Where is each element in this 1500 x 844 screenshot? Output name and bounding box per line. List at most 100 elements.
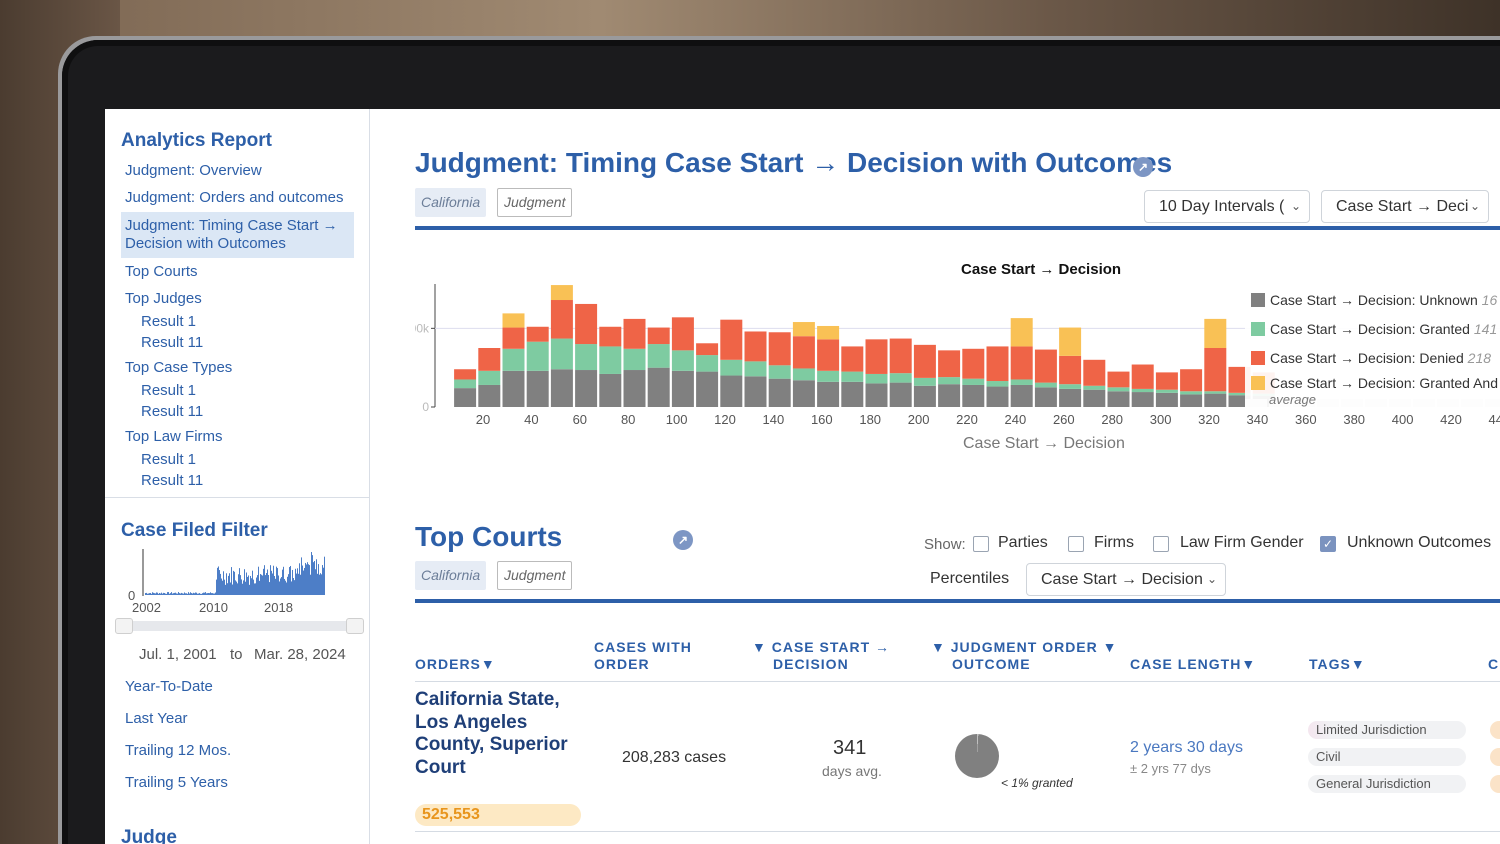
legend-item-unknown[interactable]: Case Start → Decision: Unknown 16	[1251, 292, 1497, 308]
sidebar-item-top-law-firms[interactable]: Top Law Firms	[125, 428, 223, 445]
checkbox-parties-label[interactable]: Parties	[998, 534, 1048, 551]
legend-item-denied[interactable]: Case Start → Decision: Denied 218	[1251, 350, 1491, 366]
histogram-bar	[148, 593, 149, 595]
checkbox-law-firm-gender[interactable]	[1153, 536, 1169, 552]
percentiles-label: Percentiles	[930, 570, 1010, 587]
preset-trailing-12[interactable]: Trailing 12 Mos.	[125, 742, 232, 759]
sort-down-icon: ▼	[480, 656, 496, 672]
legend-item-granted[interactable]: Case Start → Decision: Granted 141	[1251, 321, 1497, 337]
date-range-slider[interactable]	[117, 621, 362, 631]
sidebar-item-judges-result-11[interactable]: Result 11	[141, 334, 204, 351]
outcome-note: < 1% granted	[1001, 776, 1073, 790]
histogram-bar	[256, 577, 257, 595]
histogram-bar	[323, 567, 324, 595]
sidebar-item-case-types-result-11[interactable]: Result 11	[141, 403, 204, 420]
col-case-length[interactable]: CASE LENGTH▼	[1130, 656, 1256, 673]
checkbox-unknown-outcomes[interactable]: ✓	[1320, 536, 1336, 552]
date-from[interactable]: Jul. 1, 2001	[139, 646, 217, 663]
date-range-start-handle[interactable]	[115, 618, 133, 634]
histogram-bar	[160, 593, 161, 595]
sidebar-item-top-courts[interactable]: Top Courts	[125, 263, 198, 280]
interval-select[interactable]: 10 Day Intervals ( ⌄	[1144, 190, 1310, 223]
col-case-start-decision[interactable]: ▼ CASE START → DECISION	[752, 639, 890, 673]
checkbox-parties[interactable]	[973, 536, 989, 552]
sidebar-item-orders-outcomes[interactable]: Judgment: Orders and outcomes	[125, 189, 344, 206]
table-row-rule	[415, 831, 1500, 832]
histogram-bar	[145, 593, 146, 595]
histogram-bar	[220, 573, 221, 595]
external-link-icon[interactable]: ↗	[1133, 157, 1153, 177]
col-cases-with-order[interactable]: CASES WITH ORDER	[594, 639, 692, 673]
checkbox-firms[interactable]	[1068, 536, 1084, 552]
cases-with-order: 208,283 cases	[622, 749, 727, 766]
legend-swatch	[1251, 293, 1265, 307]
tag-limited-jurisdiction[interactable]: Limited Jurisdiction	[1308, 721, 1466, 739]
legend-swatch	[1251, 376, 1265, 390]
col-label-line: DECISION	[773, 656, 849, 672]
bar-segment	[962, 378, 985, 385]
bar-segment	[1010, 384, 1033, 407]
metric-select[interactable]: Case Start → Deci ⌄	[1321, 190, 1489, 223]
bar-segment	[575, 303, 598, 345]
sidebar-item-timing[interactable]: Judgment: Timing Case Start →	[125, 217, 338, 234]
sidebar-item-top-case-types[interactable]: Top Case Types	[125, 359, 233, 376]
x-tick-label: 180	[859, 412, 881, 427]
checkbox-unknown-outcomes-label[interactable]: Unknown Outcomes	[1347, 534, 1492, 551]
percentiles-select[interactable]: Case Start → Decision ⌄	[1026, 563, 1226, 596]
histogram-bar	[302, 565, 303, 595]
sidebar-item-timing-cont[interactable]: Decision with Outcomes	[125, 235, 286, 252]
sidebar-item-firms-result-11[interactable]: Result 11	[141, 472, 204, 489]
checkbox-law-firm-gender-label[interactable]: Law Firm Gender	[1180, 534, 1304, 551]
case-length[interactable]: 2 years 30 days	[1130, 739, 1243, 756]
histogram-bar	[312, 555, 313, 595]
date-to[interactable]: Mar. 28, 2024	[254, 646, 346, 663]
bar-segment	[478, 348, 501, 371]
x-tick-label: 440	[1489, 412, 1500, 427]
legend-label: Case Start → Decision: Granted	[1270, 321, 1470, 337]
sidebar-item-top-judges[interactable]: Top Judges	[125, 290, 202, 307]
col-orders[interactable]: ORDERS▼	[415, 656, 496, 673]
histogram-bar	[274, 575, 275, 595]
sidebar-item-judges-result-1[interactable]: Result 1	[141, 313, 197, 330]
tag-civil[interactable]: Civil	[1308, 748, 1466, 766]
y-tick-label: 0	[422, 400, 429, 414]
x-tick-label: 160	[811, 412, 833, 427]
external-link-icon[interactable]: ↗	[673, 530, 693, 550]
sidebar: Analytics Report Judgment: Overview Judg…	[105, 109, 370, 844]
histogram-bar	[233, 570, 234, 595]
col-next[interactable]: C	[1488, 656, 1500, 672]
tag-judgment[interactable]: Judgment	[497, 561, 573, 590]
tag-judgment[interactable]: Judgment	[497, 188, 573, 217]
checkbox-firms-label[interactable]: Firms	[1094, 534, 1134, 551]
bar-segment	[1131, 388, 1154, 393]
histogram-bar	[192, 593, 193, 595]
preset-ytd[interactable]: Year-To-Date	[125, 678, 213, 695]
sidebar-item-firms-result-1[interactable]: Result 1	[141, 451, 197, 468]
days-average-sub: days avg.	[822, 763, 882, 779]
court-name[interactable]: California State, Los Angeles County, Su…	[415, 689, 568, 778]
histogram-bar	[295, 568, 296, 595]
histogram-bar	[269, 582, 270, 595]
bar-segment	[550, 300, 573, 339]
histogram-bar	[214, 593, 215, 595]
preset-last-year[interactable]: Last Year	[125, 710, 188, 727]
x-tick-label: 140	[763, 412, 785, 427]
preset-trailing-5y[interactable]: Trailing 5 Years	[125, 774, 228, 791]
col-tags[interactable]: TAGS▼	[1309, 656, 1366, 673]
col-label-line: ORDER	[594, 656, 650, 672]
x-tick-label: 300	[1150, 412, 1172, 427]
histogram-bar	[154, 593, 155, 595]
bar-segment	[1034, 387, 1057, 407]
histogram-bar	[205, 592, 206, 595]
col-judgment-order-outcome[interactable]: ▼ JUDGMENT ORDER ▼ OUTCOME	[931, 639, 1118, 673]
date-to-word: to	[230, 646, 243, 663]
sidebar-item-case-types-result-1[interactable]: Result 1	[141, 382, 197, 399]
sidebar-item-overview[interactable]: Judgment: Overview	[125, 162, 262, 179]
histogram-bar	[211, 593, 212, 595]
tag-california[interactable]: California	[415, 188, 487, 217]
histogram-bar	[161, 592, 162, 595]
date-range-end-handle[interactable]	[346, 618, 364, 634]
legend-item-granted-and[interactable]: Case Start → Decision: Granted And	[1251, 375, 1498, 391]
tag-california[interactable]: California	[415, 561, 487, 590]
tag-general-jurisdiction[interactable]: General Jurisdiction	[1308, 775, 1466, 793]
